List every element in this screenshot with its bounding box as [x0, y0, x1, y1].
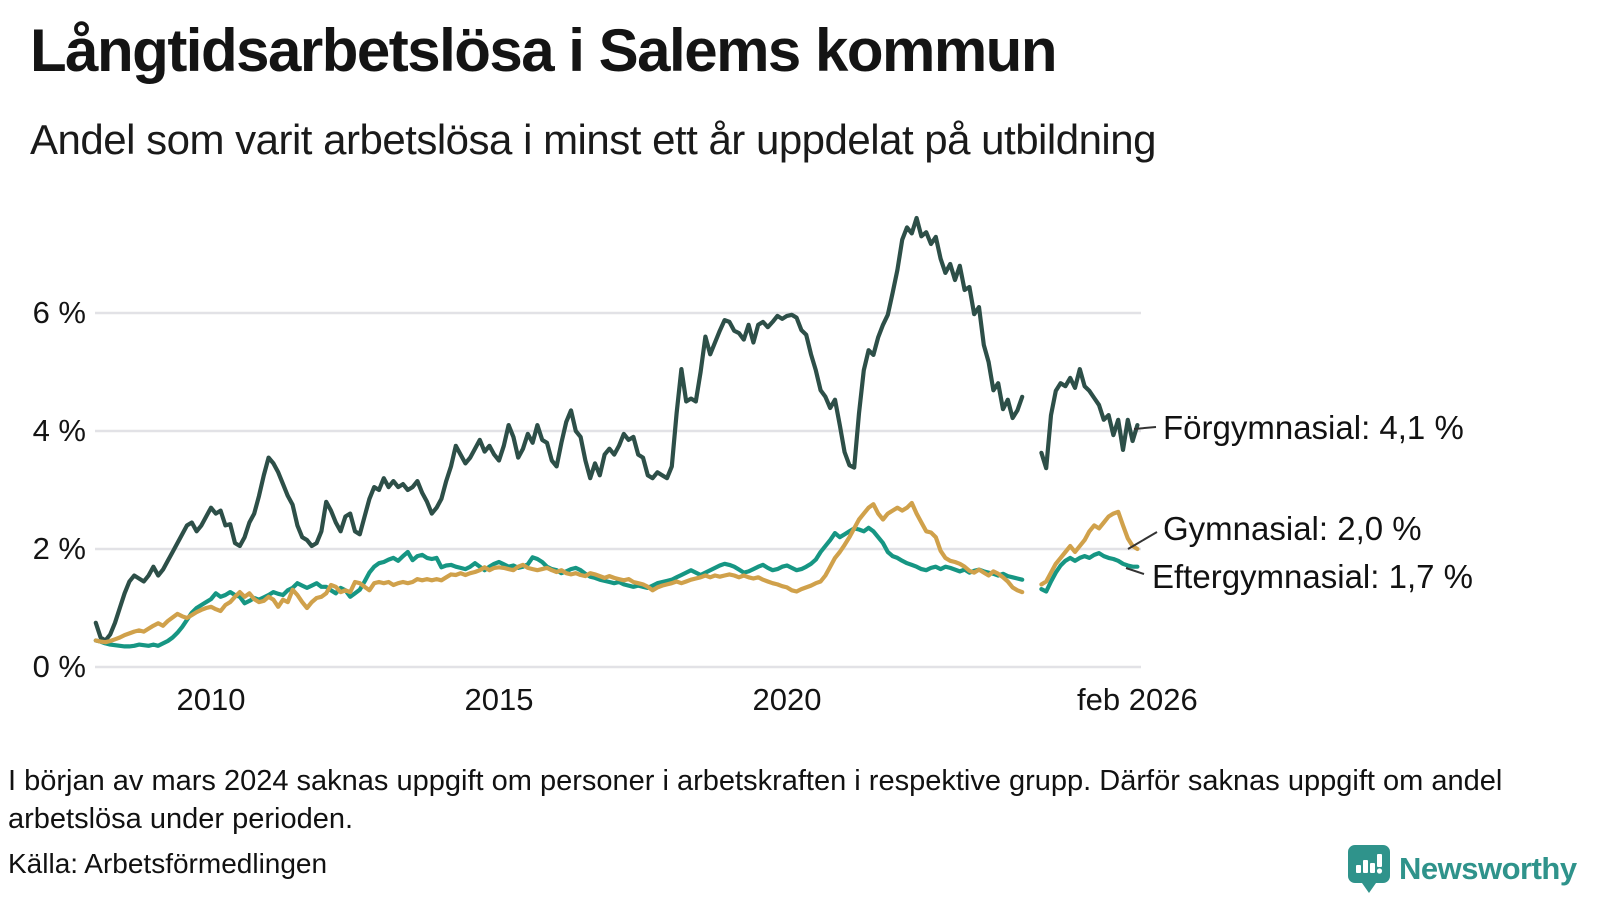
pin-bars-icon [1356, 854, 1383, 874]
x-tick-label: 2010 [176, 682, 246, 717]
newsworthy-wordmark: Newsworthy [1399, 851, 1577, 886]
page-title: Långtidsarbetslösa i Salems kommun [30, 17, 1057, 84]
x-tick-label: 2020 [752, 682, 822, 717]
series-line-eftergymnasial [93, 525, 1140, 649]
footnote: I början av mars 2024 saknas uppgift om … [8, 765, 1503, 835]
annotation-connectors [1125, 426, 1158, 575]
gridlines [95, 311, 1141, 669]
x-tick-label: feb 2026 [1077, 682, 1198, 717]
y-tick-label: 6 % [32, 295, 86, 330]
x-tick-label: 2015 [464, 682, 534, 717]
chart-subtitle: Andel som varit arbetslösa i minst ett å… [30, 116, 1156, 163]
annotation-forgymnasial: Förgymnasial: 4,1 % [1163, 409, 1464, 446]
source-label: Källa: Arbetsförmedlingen [8, 848, 328, 879]
series-line-forgymnasial [93, 215, 1140, 643]
newsworthy-pin-icon [1348, 845, 1390, 893]
connector-eftergymnasial [1125, 567, 1145, 575]
newsworthy-branding[interactable]: Newsworthy [1348, 845, 1577, 893]
connector-forgymnasial [1133, 426, 1157, 430]
y-tick-label: 2 % [32, 531, 86, 566]
connector-gymnasial [1127, 531, 1158, 550]
annotation-gymnasial: Gymnasial: 2,0 % [1163, 510, 1422, 547]
series-line-gymnasial [93, 500, 1140, 645]
y-tick-label: 0 % [32, 649, 86, 684]
annotation-eftergymnasial: Eftergymnasial: 1,7 % [1152, 558, 1473, 595]
series-lines [93, 215, 1140, 649]
y-tick-label: 4 % [32, 413, 86, 448]
